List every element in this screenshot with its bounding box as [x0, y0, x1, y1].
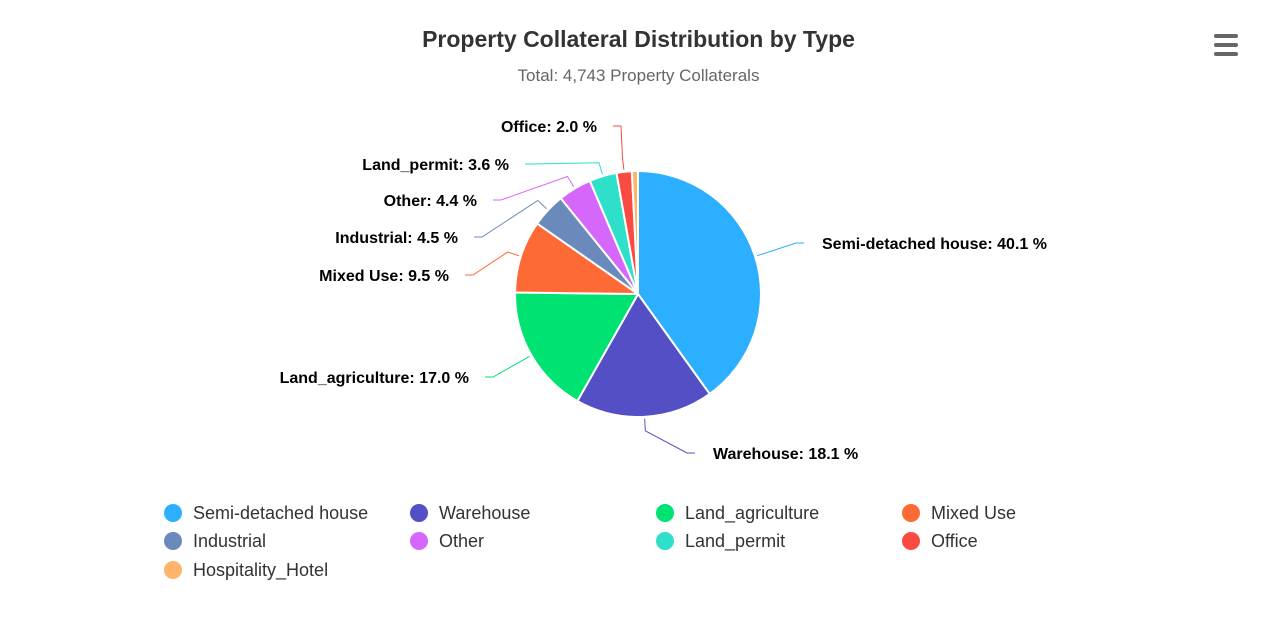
pie-slice-semi-detached-house[interactable]	[637, 170, 762, 395]
legend-label: Semi-detached house	[193, 502, 369, 523]
legend-label: Other	[439, 530, 485, 551]
legend-item-semi-detached-house[interactable]: Semi-detached house	[164, 500, 368, 526]
legend-marker	[410, 532, 428, 550]
connector-line	[493, 175, 575, 201]
legend-marker	[164, 504, 182, 522]
legend-item-office[interactable]: Office	[902, 528, 978, 554]
legend-label: Hospitality_Hotel	[193, 559, 329, 580]
connector-line	[485, 355, 530, 378]
pie-slice-hospitality-hotel[interactable]	[630, 170, 639, 295]
data-label: Semi-detached house: 40.1 %	[822, 236, 1047, 253]
data-label: Warehouse: 18.1 %	[713, 446, 858, 463]
data-label: Land_permit: 3.6 %	[362, 157, 509, 174]
connector-line	[756, 242, 804, 257]
legend-label: Land_agriculture	[685, 502, 820, 523]
connector-line	[644, 418, 695, 454]
legend-label: Mixed Use	[931, 502, 1017, 523]
legend-marker	[164, 561, 182, 579]
legend-label: Office	[931, 530, 978, 551]
connector-line	[613, 125, 625, 170]
legend-label: Industrial	[193, 530, 267, 551]
legend-marker	[902, 504, 920, 522]
connector-line	[525, 162, 603, 175]
data-label: Land_agriculture: 17.0 %	[280, 370, 469, 387]
legend-item-industrial[interactable]: Industrial	[164, 528, 266, 554]
chart-menu-button[interactable]	[1208, 28, 1244, 62]
data-label: Office: 2.0 %	[501, 119, 597, 136]
data-label: Industrial: 4.5 %	[335, 230, 458, 247]
connector-line	[474, 199, 547, 238]
legend-marker	[656, 504, 674, 522]
legend-item-land-permit[interactable]: Land_permit	[656, 528, 785, 554]
legend-label: Land_permit	[685, 530, 786, 551]
chart-title: Property Collateral Distribution by Type	[422, 26, 855, 52]
pie-slice-warehouse[interactable]	[576, 293, 711, 418]
legend-label: Warehouse	[439, 502, 531, 523]
legend-item-hospitality-hotel[interactable]: Hospitality_Hotel	[164, 557, 328, 583]
connector-line	[465, 251, 520, 276]
legend-item-mixed-use[interactable]: Mixed Use	[902, 500, 1016, 526]
legend-marker	[164, 532, 182, 550]
legend-item-warehouse[interactable]: Warehouse	[410, 500, 530, 526]
pie-slice-land-agriculture[interactable]	[514, 291, 639, 403]
legend-marker	[410, 504, 428, 522]
legend-marker	[902, 532, 920, 550]
legend-item-other[interactable]: Other	[410, 528, 484, 554]
legend-marker	[656, 532, 674, 550]
data-label: Other: 4.4 %	[384, 193, 477, 210]
hamburger-menu-icon	[1214, 34, 1238, 38]
legend-item-land-agriculture[interactable]: Land_agriculture	[656, 500, 819, 526]
chart-subtitle: Total: 4,743 Property Collaterals	[517, 66, 760, 85]
data-label: Mixed Use: 9.5 %	[319, 268, 449, 285]
pie-chart: Semi-detached house: 40.1 % Warehouse: 18…	[280, 119, 1047, 463]
